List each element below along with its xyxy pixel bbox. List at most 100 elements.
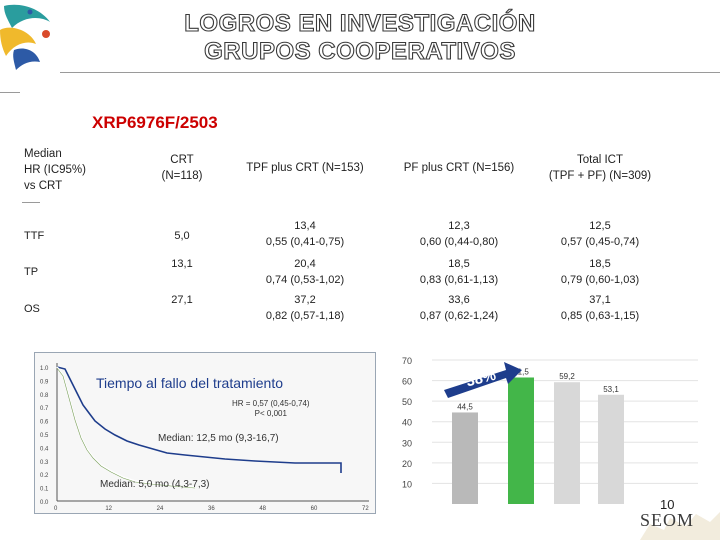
cell-crt: 13,1 (171, 258, 193, 270)
bar-value-label: 59,2 (559, 372, 575, 381)
cell-total: 12,5 0,57 (0,45-0,74) (535, 218, 665, 250)
column-header-total: Total ICT (TPF + PF) (N=309) (535, 152, 665, 184)
km-y-tick-label: 0.2 (40, 473, 49, 479)
km-x-tick-label: 72 (362, 506, 369, 512)
bar (508, 377, 534, 504)
bar-y-tick-label: 50 (402, 397, 412, 407)
page-title-line1: LOGROS EN INVESTIGACIÓN (184, 9, 536, 37)
column-header-line: Total ICT (576, 154, 623, 166)
bar-chart: 70 60 50 40 30 20 10 44,5 61,5 59,2 53,1 (402, 356, 698, 504)
header-divider (60, 72, 720, 73)
km-y-tick-label: 0.9 (40, 379, 49, 385)
km-y-tick-label: 1.0 (40, 366, 49, 372)
bar-value-label: 53,1 (603, 385, 619, 394)
row-header-line: vs CRT (24, 180, 63, 192)
brand-logo: SEOM (640, 510, 695, 530)
cell-median: 20,4 (294, 258, 316, 270)
logo (0, 4, 50, 70)
increase-arrow (444, 362, 522, 398)
page-title-line2: GRUPOS COOPERATIVOS (204, 37, 516, 65)
footer-mosaic-decoration (640, 512, 720, 540)
cell-tpf: 37,2 0,82 (0,57-1,18) (230, 292, 380, 324)
row-header-line: HR (IC95%) (24, 164, 86, 176)
bar-y-tick-label: 60 (402, 377, 412, 387)
cell-hr: 0,82 (0,57-1,18) (265, 310, 345, 322)
cell-crt: 27,1 (171, 294, 193, 306)
km-x-tick-label: 24 (157, 506, 164, 512)
cell-hr: 0,74 (0,53-1,02) (265, 274, 345, 286)
km-plot: 1.0 0.9 0.8 0.7 0.6 0.5 0.4 0.3 0.2 0.1 0.0 0 12 24 3… (40, 363, 369, 512)
hr-p-value: P< 0,001 (254, 409, 287, 418)
bar-y-tick-label: 10 (402, 479, 412, 489)
cell-hr: 0,85 (0,63-1,15) (560, 310, 640, 322)
row-label-ttf: TTF (24, 230, 45, 242)
km-y-tick-label: 0.8 (40, 393, 49, 399)
cell-crt: 5,0 (174, 230, 190, 242)
hr-annotation: HR = 0,57 (0,45-0,74) P< 0,001 (232, 399, 310, 419)
hr-line: HR = 0,57 (0,45-0,74) (232, 399, 310, 408)
bar-y-tick-label: 70 (402, 356, 412, 366)
column-header-line: (N=118) (161, 170, 203, 182)
row-label-os: OS (24, 303, 40, 315)
cell-median: 18,5 (589, 258, 611, 270)
cell-median: 12,3 (448, 220, 470, 232)
median-treated-label: Median: 12,5 mo (9,3-16,7) (158, 433, 279, 444)
page-number: 10 (660, 497, 675, 512)
km-y-tick-label: 0.0 (40, 500, 49, 506)
median-control-label: Median: 5,0 mo (4,3-7,3) (100, 479, 210, 490)
column-header-pf: PF plus CRT (N=156) (384, 160, 534, 176)
km-x-tick-label: 60 (311, 506, 318, 512)
km-x-tick-label: 36 (208, 506, 215, 512)
cell-median: 33,6 (448, 294, 470, 306)
km-chart: 1.0 0.9 0.8 0.7 0.6 0.5 0.4 0.3 0.2 0.1 0.0 0 12 24 3… (34, 352, 376, 514)
column-header-line: PF plus CRT (N=156) (403, 162, 515, 174)
cell-total: 18,5 0,79 (0,60-1,03) (535, 256, 665, 288)
header-rule (22, 202, 40, 203)
cell-hr: 0,60 (0,44-0,80) (419, 236, 499, 248)
column-header-line: TPF plus CRT (N=153) (246, 162, 364, 174)
row-header: Median HR (IC95%) vs CRT (24, 146, 86, 194)
cell-hr: 0,55 (0,41-0,75) (265, 236, 345, 248)
km-chart-title: Tiempo al fallo del tratamiento (96, 375, 284, 391)
cell-hr: 0,57 (0,45-0,74) (560, 236, 640, 248)
cell-hr: 0,79 (0,60-1,03) (560, 274, 640, 286)
km-x-tick-label: 0 (54, 506, 58, 512)
cell-tpf: 20,4 0,74 (0,53-1,02) (230, 256, 380, 288)
bar-value-label: 61,5 (513, 367, 529, 376)
bar-y-tick-label: 30 (402, 438, 412, 448)
column-header-tpf: TPF plus CRT (N=153) (230, 160, 380, 176)
cell-median: 18,5 (448, 258, 470, 270)
cell-tpf: 13,4 0,55 (0,41-0,75) (230, 218, 380, 250)
bar-value-label: 44,5 (457, 402, 473, 411)
column-header-line: (TPF + PF) (N=309) (548, 170, 652, 182)
km-y-tick-label: 0.4 (40, 446, 49, 452)
left-divider (0, 92, 20, 93)
cell-median: 12,5 (589, 220, 611, 232)
bar (554, 382, 580, 504)
km-y-tick-label: 0.6 (40, 420, 49, 426)
cell-hr: 0,87 (0,62-1,24) (419, 310, 499, 322)
bar-y-tick-label: 20 (402, 459, 412, 469)
trial-id: XRP6976F/2503 (92, 113, 218, 132)
km-curve-treated (56, 366, 342, 473)
km-curve-control-outline (56, 367, 196, 489)
bar (598, 394, 624, 504)
km-y-tick-label: 0.7 (40, 406, 49, 412)
km-x-tick-label: 48 (259, 506, 266, 512)
km-y-tick-label: 0.3 (40, 460, 49, 466)
row-label-tp: TP (24, 266, 39, 278)
bar (452, 412, 478, 504)
cell-pf: 18,5 0,83 (0,61-1,13) (384, 256, 534, 288)
cell-pf: 33,6 0,87 (0,62-1,24) (384, 292, 534, 324)
cell-total: 37,1 0,85 (0,63-1,15) (535, 292, 665, 324)
cell-hr: 0,83 (0,61-1,13) (419, 274, 499, 286)
column-header-line: CRT (170, 154, 194, 166)
cell-median: 13,4 (294, 220, 316, 232)
bar-y-tick-label: 40 (402, 418, 412, 428)
cell-pf: 12,3 0,60 (0,44-0,80) (384, 218, 534, 250)
km-y-tick-label: 0.5 (40, 433, 49, 439)
cell-median: 37,1 (589, 294, 611, 306)
cell-median: 37,2 (294, 294, 316, 306)
km-x-tick-label: 12 (105, 506, 112, 512)
km-y-tick-label: 0.1 (40, 487, 49, 493)
